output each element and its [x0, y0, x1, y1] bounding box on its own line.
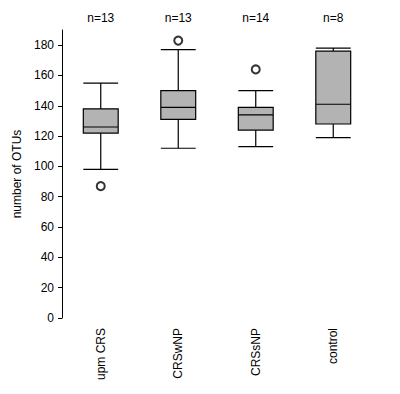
svg-text:0: 0 [47, 311, 54, 325]
svg-text:120: 120 [34, 129, 54, 143]
svg-text:number of OTUs: number of OTUs [10, 130, 24, 219]
svg-text:180: 180 [34, 38, 54, 52]
svg-text:140: 140 [34, 99, 54, 113]
svg-text:60: 60 [41, 220, 55, 234]
svg-text:20: 20 [41, 281, 55, 295]
svg-text:CRSsNP: CRSsNP [249, 328, 263, 376]
svg-text:40: 40 [41, 250, 55, 264]
svg-text:upm CRS: upm CRS [94, 328, 108, 380]
svg-text:160: 160 [34, 68, 54, 82]
svg-text:n=14: n=14 [242, 11, 269, 25]
svg-text:80: 80 [41, 190, 55, 204]
svg-text:control: control [326, 328, 340, 364]
svg-text:100: 100 [34, 159, 54, 173]
svg-text:CRSwNP: CRSwNP [171, 328, 185, 379]
svg-text:n=8: n=8 [323, 11, 344, 25]
svg-text:n=13: n=13 [165, 11, 192, 25]
svg-text:n=13: n=13 [87, 11, 114, 25]
